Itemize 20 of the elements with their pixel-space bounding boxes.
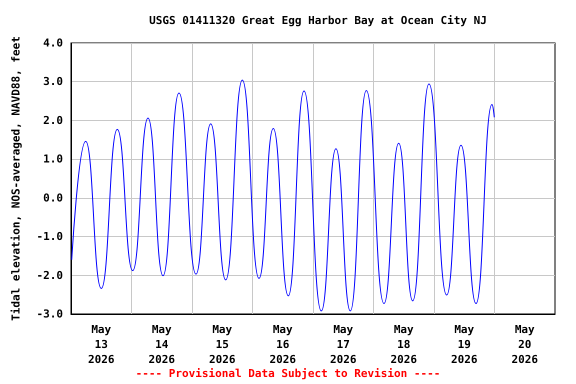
x-tick-label: May 20 2026 — [512, 323, 538, 366]
x-tick-label: May 13 2026 — [88, 323, 115, 366]
x-tick-label: May 15 2026 — [209, 323, 236, 366]
y-tick-label: -1.0 — [36, 230, 63, 244]
x-tick-label: May 17 2026 — [330, 323, 357, 366]
y-tick-label: 1.0 — [43, 152, 63, 166]
chart-title: USGS 01411320 Great Egg Harbor Bay at Ocean City NJ — [149, 14, 487, 27]
x-tick-label: May 16 2026 — [270, 323, 296, 366]
x-tick-label: May 18 2026 — [390, 323, 418, 366]
y-axis-title: Tidal elevation, NOS-averaged, NAVD88, feet — [10, 36, 22, 321]
y-tick-label: -2.0 — [36, 268, 63, 282]
line-series — [71, 80, 495, 312]
y-tick-label: 2.0 — [43, 114, 63, 127]
y-tick-label: 0.0 — [43, 191, 63, 204]
y-tick-label: -3.0 — [36, 308, 63, 320]
y-tick-label: 4.0 — [43, 36, 63, 50]
text: ---- Provisional Data Subject to Revision ---- — [136, 367, 440, 380]
x-tick-label: May 14 2026 — [148, 323, 176, 366]
y-tick-label: 3.0 — [43, 75, 63, 88]
x-tick-label: May 19 2026 — [451, 323, 478, 366]
